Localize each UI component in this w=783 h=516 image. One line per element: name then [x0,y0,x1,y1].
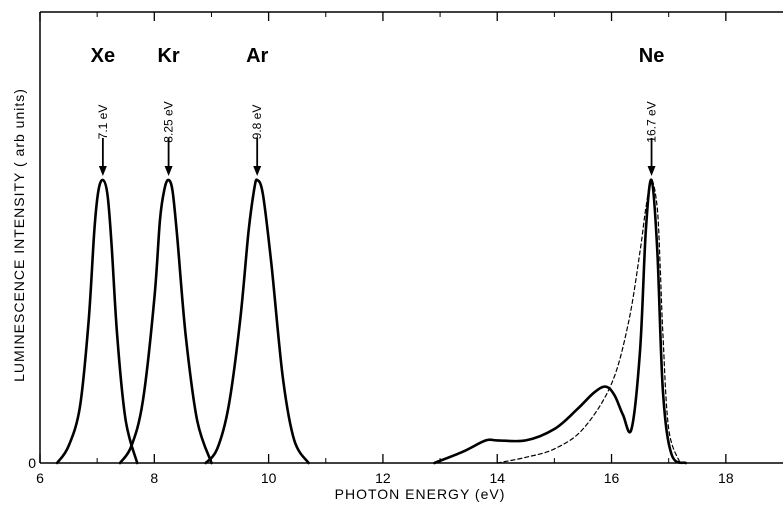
peak-energy-label: 8.25 eV [162,101,176,142]
peak-arrow-head [647,166,656,176]
x-tick-label: 8 [150,470,158,486]
y-axis-label: LUMINESCENCE INTENSITY ( arb units) [11,88,27,382]
series-line-3 [433,178,688,465]
peak-arrow-head [253,166,262,176]
series-line-2 [204,178,310,465]
peak-energy-label: 16.7 eV [645,101,659,142]
peak-label: Ne [639,45,665,67]
y-tick-label: 0 [28,455,36,471]
x-tick-label: 12 [375,470,391,486]
x-tick-label: 6 [36,470,44,486]
x-tick-label: 14 [489,470,505,486]
peak-arrow-head [164,166,173,176]
peak-label: Kr [157,45,179,67]
peak-label: Xe [91,45,115,67]
peak-energy-label: 7.1 eV [96,105,110,140]
x-tick-label: 18 [718,470,734,486]
peak-label: Ar [246,45,268,67]
series-line-1 [118,178,213,465]
peak-energy-label: 9.8 eV [250,105,264,140]
x-tick-label: 16 [604,470,620,486]
peak-arrow-head [98,166,107,176]
series-line-dashed [496,179,681,464]
series-line-0 [55,178,139,465]
x-axis-label: PHOTON ENERGY (eV) [335,486,506,502]
x-tick-label: 10 [261,470,277,486]
